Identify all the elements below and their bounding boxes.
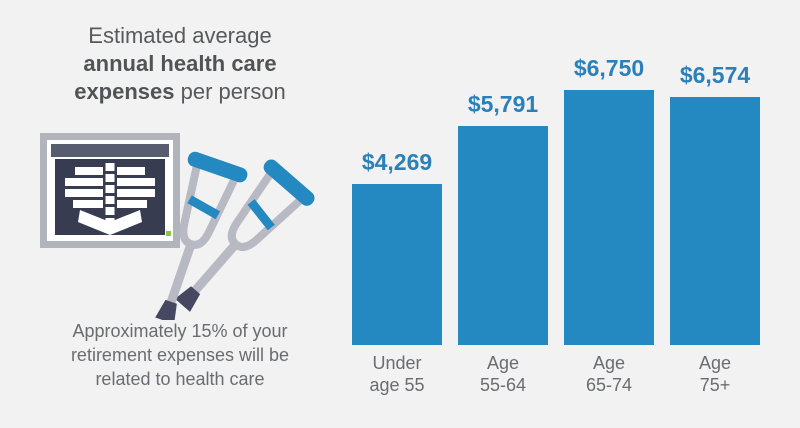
bar-value-label: $6,574 (679, 62, 751, 88)
title-line3-rest: per person (174, 79, 286, 104)
crutch-left-icon (155, 151, 248, 320)
title-line3-bold: expenses (74, 79, 175, 104)
bar (352, 184, 442, 345)
category-label: Age 75+ (698, 353, 732, 395)
bar-value-label: $6,750 (573, 55, 645, 81)
bar-group: $4,269 Under age 55 (352, 149, 442, 395)
bar-group: $6,750 Age 65-74 (564, 55, 654, 395)
bar (564, 90, 654, 345)
caption-line3: related to health care (95, 369, 265, 389)
xray-icon (40, 133, 180, 248)
category-label: Age 65-74 (585, 353, 633, 395)
caption: Approximately 15% of your retirement exp… (20, 319, 340, 391)
bar-group: $5,791 Age 55-64 (458, 91, 548, 395)
power-light (166, 231, 171, 236)
bar-group: $6,574 Age 75+ (670, 62, 760, 395)
xray-skeleton (65, 163, 155, 235)
crutch-right-icon (174, 159, 315, 312)
caption-line1: Approximately 15% of your (72, 321, 288, 341)
category-label: Age 55-64 (479, 353, 527, 395)
bars-row: $4,269 Under age 55 $5,791 Age 55-64 $6,750 Age… (352, 55, 760, 395)
title-line2: annual health care (83, 51, 277, 76)
bar (670, 97, 760, 345)
left-panel: Estimated average annual health care exp… (30, 0, 330, 428)
bar (458, 126, 548, 345)
category-label: Under age 55 (369, 353, 425, 395)
medical-illustration (40, 133, 315, 320)
caption-line2: retirement expenses will be (70, 345, 290, 365)
chart-title: Estimated average annual health care exp… (30, 22, 330, 106)
bar-value-label: $5,791 (467, 91, 539, 117)
title-line1: Estimated average (88, 23, 272, 48)
bar-value-label: $4,269 (361, 149, 433, 175)
